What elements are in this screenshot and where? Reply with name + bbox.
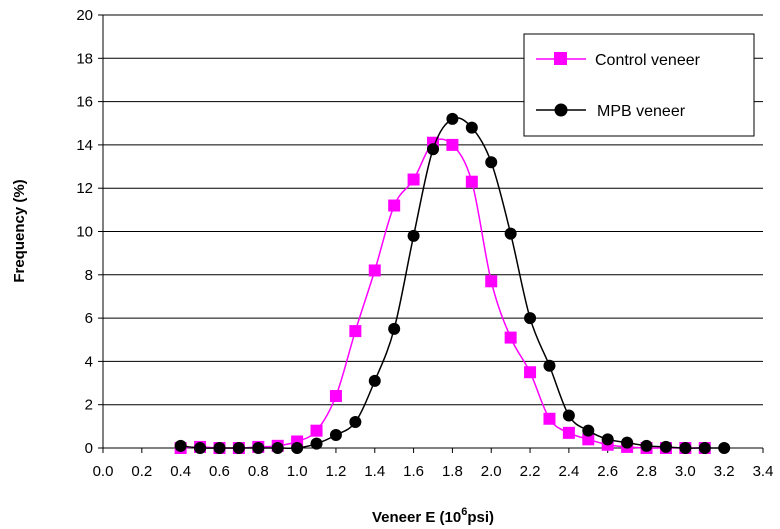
data-point-mpb (543, 359, 556, 372)
data-point-control (524, 366, 537, 379)
x-tick-label: 2.8 (636, 463, 657, 480)
y-tick-label: 2 (85, 397, 93, 414)
data-point-control (407, 173, 420, 186)
x-tick-label: 1.8 (442, 463, 463, 480)
data-point-mpb (485, 156, 498, 169)
y-tick-label: 18 (76, 50, 93, 67)
y-tick-label: 14 (76, 137, 93, 154)
y-tick-label: 16 (76, 94, 93, 111)
data-point-mpb (698, 442, 711, 454)
data-point-mpb (271, 442, 284, 454)
x-axis-title: Veneer E (106psi) (372, 506, 494, 526)
data-point-mpb (621, 436, 634, 449)
x-tick-label: 3.0 (675, 463, 696, 480)
y-tick-label: 6 (85, 310, 93, 327)
data-point-mpb (329, 429, 342, 442)
data-point-mpb (679, 442, 692, 454)
data-point-mpb (640, 439, 653, 452)
data-point-mpb (349, 416, 362, 429)
data-point-mpb (194, 442, 207, 454)
data-point-control (562, 426, 575, 439)
data-point-control (582, 433, 595, 446)
x-tick-label: 0.2 (131, 463, 152, 480)
y-tick-label: 4 (85, 353, 93, 370)
data-point-control (485, 275, 498, 288)
data-point-control (446, 138, 459, 151)
gridlines (103, 14, 763, 406)
series-line-1 (180, 116, 725, 450)
legend-box (523, 33, 755, 137)
y-tick-label: 8 (85, 267, 93, 284)
data-point-mpb (388, 322, 401, 335)
data-point-mpb (407, 229, 420, 242)
x-tick-label: 2.4 (558, 463, 579, 480)
data-point-mpb (291, 442, 304, 454)
x-tick-label: 1.4 (364, 463, 385, 480)
data-point-mpb (524, 312, 537, 325)
data-point-mpb (562, 409, 575, 422)
data-point-mpb (718, 442, 731, 454)
data-point-mpb (601, 433, 614, 446)
y-tick-label: 10 (76, 224, 93, 241)
x-tick-labels: 0.0 0.2 0.4 0.6 0.8 1.0 1.2 1.4 1.6 1.8 2.0 2.2 2.4 2… (93, 463, 774, 480)
data-point-control (368, 264, 381, 277)
x-tick-label: 0.0 (93, 463, 114, 480)
data-point-mpb (427, 143, 439, 156)
series-line-0 (180, 138, 705, 449)
x-tick-label: 1.0 (287, 463, 308, 480)
data-point-mpb (659, 440, 672, 453)
x-axis-title-tail: psi) (467, 509, 494, 526)
x-tick-label: 3.4 (753, 463, 774, 480)
data-point-control (310, 424, 323, 437)
data-point-control (543, 412, 556, 425)
y-tick-labels: 0 2 4 6 8 10 12 14 16 18 20 (76, 7, 93, 457)
data-point-mpb (213, 442, 226, 454)
x-tick-label: 1.2 (326, 463, 347, 480)
x-axis-title-base: Veneer E (10 (372, 509, 461, 526)
data-point-control (388, 199, 401, 212)
data-point-mpb (174, 439, 187, 452)
data-point-mpb (446, 112, 459, 125)
x-tick-label: 1.6 (403, 463, 424, 480)
data-point-mpb (504, 227, 517, 240)
y-tick-label: 0 (85, 440, 93, 457)
x-tick-label: 2.2 (520, 463, 541, 480)
y-tick-label: 12 (76, 180, 93, 197)
data-point-control (504, 331, 517, 344)
x-tick-label: 3.2 (714, 463, 735, 480)
x-tick-label: 0.6 (209, 463, 230, 480)
legend-label-control: Control veneer (595, 52, 701, 69)
legend-marker-mpb (554, 103, 568, 117)
x-tick-label: 0.8 (248, 463, 269, 480)
y-tick-label: 20 (76, 7, 93, 24)
legend: Control veneer MPB veneer (523, 33, 755, 137)
x-tick-label: 2.6 (597, 463, 618, 480)
data-point-control (349, 325, 362, 338)
data-point-control (329, 390, 342, 403)
legend-label-mpb: MPB veneer (597, 103, 686, 120)
data-point-mpb (232, 442, 245, 454)
x-axis-title-sup: 6 (461, 506, 467, 518)
data-point-mpb (252, 442, 265, 454)
legend-marker-control (554, 52, 567, 65)
series-group (174, 112, 731, 454)
y-axis-title: Frequency (%) (11, 179, 28, 282)
data-point-mpb (310, 437, 323, 450)
data-point-mpb (368, 374, 381, 387)
data-point-mpb (582, 424, 595, 437)
x-tick-label: 2.0 (481, 463, 502, 480)
x-tick-label: 0.4 (170, 463, 191, 480)
data-point-mpb (465, 121, 478, 134)
data-point-control (465, 175, 478, 188)
